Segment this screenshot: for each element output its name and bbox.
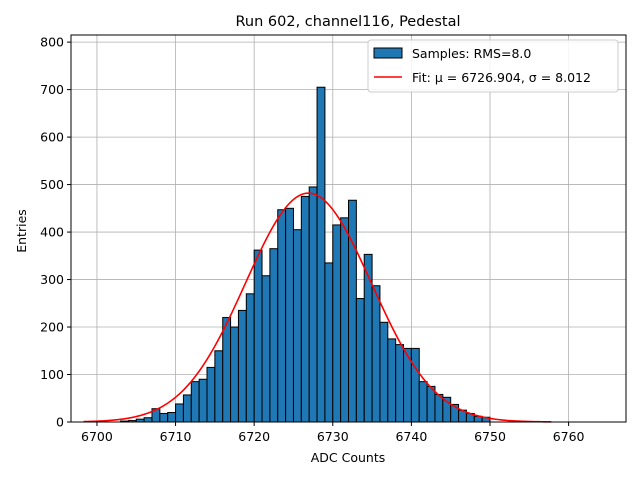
plot-frame: [70, 34, 627, 423]
histogram-bar: [292, 229, 302, 423]
histogram-bar: [285, 207, 294, 423]
legend-fit-label: Fit: μ = 6726.904, σ = 8.012: [412, 70, 591, 85]
y-tick-label: 800: [40, 35, 64, 50]
histogram-bar: [190, 381, 200, 423]
x-tick-label: 6750: [474, 429, 506, 444]
histogram-bar: [395, 344, 405, 423]
x-tick-label: 6700: [81, 429, 113, 444]
histogram-bar: [348, 199, 357, 423]
gaussian-fit-line: [83, 192, 552, 423]
histogram-bar: [387, 338, 397, 423]
histogram-bar: [418, 381, 428, 423]
histogram-bar: [159, 412, 169, 423]
histogram-bar: [269, 248, 279, 423]
histogram-bar: [277, 209, 287, 423]
histogram-bar: [198, 378, 208, 423]
histogram-bar: [300, 195, 310, 423]
y-tick-label: 100: [40, 367, 64, 382]
y-tick-label: 200: [40, 320, 64, 335]
histogram-bar: [363, 253, 373, 423]
histogram-bar: [379, 321, 389, 423]
legend: Samples: RMS=8.0 Fit: μ = 6726.904, σ = …: [367, 39, 619, 93]
legend-histogram-label: Samples: RMS=8.0: [412, 46, 531, 61]
histogram-bar: [237, 309, 247, 423]
histogram-bar: [182, 394, 192, 423]
histogram-bar: [355, 298, 365, 423]
histogram-bar: [324, 262, 334, 423]
histogram-bar: [426, 385, 436, 423]
legend-bars-swatch: [373, 47, 403, 59]
x-tick-label: 6710: [160, 429, 192, 444]
y-tick-label: 500: [40, 177, 64, 192]
x-tick-label: 6740: [395, 429, 427, 444]
legend-box: [367, 39, 619, 93]
histogram-bar: [332, 224, 342, 423]
histogram-bar: [371, 285, 381, 423]
histogram-bar: [410, 347, 420, 423]
histogram-bar: [308, 186, 318, 423]
histogram-bar: [230, 326, 239, 423]
chart-title: Run 602, channel116, Pedestal: [235, 14, 460, 30]
histogram-bar: [261, 275, 271, 423]
histogram-bar: [434, 393, 444, 423]
histogram-bar: [167, 412, 177, 423]
x-tick-label: 6730: [317, 429, 349, 444]
histogram-bars: [120, 86, 491, 423]
histogram-bar: [253, 249, 263, 423]
x-tick-label: 6720: [238, 429, 270, 444]
y-tick-label: 0: [56, 415, 64, 430]
histogram-bar: [143, 417, 153, 423]
y-tick-label: 600: [40, 130, 64, 145]
histogram-bar: [214, 350, 224, 423]
histogram-bar: [206, 366, 216, 423]
x-axis-ticks: 6700 6710 6720 6730 6740 6750 6760: [81, 422, 585, 444]
y-tick-label: 700: [40, 82, 64, 97]
histogram-bar: [175, 403, 184, 423]
y-axis-label: Entries: [14, 209, 29, 253]
y-tick-label: 400: [40, 225, 64, 240]
y-tick-label: 300: [40, 272, 64, 287]
x-axis-label: ADC Counts: [311, 450, 386, 465]
histogram-bar: [245, 293, 255, 423]
histogram-bar: [340, 217, 350, 423]
histogram-bar: [222, 317, 232, 423]
x-tick-label: 6760: [553, 429, 585, 444]
y-axis-ticks: 0 100 200 300 400 500 600 700 800: [40, 35, 71, 430]
histogram-bar: [316, 86, 326, 423]
